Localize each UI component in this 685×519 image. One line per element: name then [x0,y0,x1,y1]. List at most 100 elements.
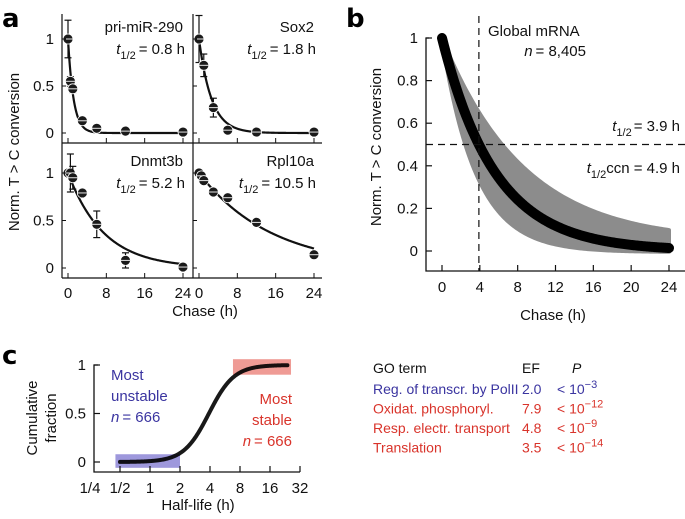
n-value: = 666 [254,433,292,450]
x-tick-label: 2 [176,480,184,497]
t-symbol: t [116,41,121,58]
p-exponent: −12 [585,399,604,411]
small-multiple-sox2: Sox2 t1/2 = 1.8 h [193,14,320,143]
x-tick-label: 0 [64,285,72,302]
y-tick-label: 0.4 [397,158,418,175]
x-tick-label: 16 [267,285,284,302]
data-point [207,97,219,118]
y-tick-label: 1 [46,165,54,182]
go-header-term: GO term [373,360,427,376]
unstable-label-line1: Most [111,367,144,384]
t-symbol: t [239,175,244,192]
x-tick-label: 16 [136,285,153,302]
y-tick-label: 0 [46,125,54,142]
panel-label-a: a [2,4,20,34]
x-tick-label: 32 [292,480,309,497]
go-table-row: Translation 3.5 < 10−14 [373,438,603,456]
enrichment-factor: 2.0 [522,381,542,397]
go-term: Reg. of transcr. by PolII [373,381,519,397]
data-point [62,19,74,59]
p-value: < 10−9 [557,418,597,436]
y-tick-label: 0.5 [33,213,54,230]
unstable-label-line2: unstable [111,388,168,405]
median-decay-curve [437,33,674,254]
panel-c-cdf: 0 0.5 1 1/4 1/2 1 2 4 8 16 32 [65,357,308,497]
go-table-row: Resp. electr. transport 4.8 < 10−9 [373,418,597,436]
data-point [177,126,189,138]
x-tick-label: 24 [661,279,678,296]
n-symbol: n [524,43,532,60]
y-tick-label: 0 [410,243,418,260]
subscript: 1/2 [120,50,135,62]
n-value: = 8,405 [536,43,586,60]
halflife-value: = 5.2 h [139,175,185,192]
data-point [308,249,320,261]
ccn-value: ccn = 4.9 h [606,160,680,177]
halflife-value: = 1.8 h [270,41,316,58]
subscript: 1/2 [616,127,631,139]
panel-c-y-axis-label-line1: Cumulative [24,380,41,455]
small-multiple-pri-mir-290: pri-miR-290 t1/2 = 0.8 h 0 0.5 1 [33,19,189,143]
subscript: 1/2 [251,50,266,62]
x-tick-label: 20 [623,279,640,296]
p-prefix: < 10 [557,401,585,417]
panel-a-x-axis-label: Chase (h) [172,303,238,320]
enrichment-factor: 4.8 [522,420,542,436]
go-term: Translation [373,440,442,456]
y-tick-label: 0.6 [397,115,418,132]
data-point [67,165,79,190]
panel-c-y-axis-label-line2: fraction [43,393,60,442]
p-value: < 10−3 [557,379,597,397]
gene-name: Sox2 [280,19,314,36]
halflife-label: t1/2 = 10.5 h [239,175,316,196]
x-tick-label: 12 [547,279,564,296]
panel-b-title: Global mRNA [488,23,580,40]
unstable-annotation: Most unstable n = 666 [111,367,168,426]
t-symbol: t [116,175,121,192]
panel-label-b: b [346,4,365,34]
p-prefix: < 10 [557,440,585,456]
panel-b-n-count: n = 8,405 [524,43,586,60]
p-value: < 10−12 [557,399,603,417]
x-tick-label: 4 [476,279,484,296]
halflife-value: = 0.8 h [139,41,185,58]
p-prefix: < 10 [557,420,585,436]
x-tick-label: 0 [195,285,203,302]
subscript: 1/2 [591,169,606,181]
x-tick-label: 8 [102,285,110,302]
p-exponent: −14 [585,438,604,450]
data-point [222,192,234,204]
cdf-curve [118,363,290,464]
stable-n: n = 666 [243,433,292,450]
x-tick-label: 1 [146,480,154,497]
gene-name: pri-miR-290 [105,19,183,36]
data-point [251,126,262,138]
data-point [177,261,189,273]
data-point [198,53,210,78]
data-point [207,186,219,198]
subscript: 1/2 [243,184,258,196]
gene-name: Dnmt3b [130,153,183,170]
halflife-label: t1/2 = 0.8 h [116,41,185,62]
n-symbol: n [111,409,119,426]
x-tick-label: 16 [262,480,279,497]
x-tick-label: 1/2 [110,480,131,497]
t-symbol: t [587,160,592,177]
panel-b-y-axis-label: Norm. T > C conversion [368,68,385,226]
go-table-row: Oxidat. phosphoryl. 7.9 < 10−12 [373,399,603,417]
n-symbol: n [243,433,251,450]
x-tick-label: 8 [236,480,244,497]
panel-b-global-decay: 0 0.2 0.4 0.6 0.8 1 0 4 8 12 16 20 24 [397,16,685,296]
x-tick-label: 0 [438,279,446,296]
go-term: Oxidat. phosphoryl. [373,401,494,417]
y-tick-label: 0.5 [33,78,54,95]
gene-name: Rpl10a [266,153,314,170]
unstable-n: n = 666 [111,409,160,426]
go-header-ef: EF [522,360,540,376]
small-multiple-rpl10a: Rpl10a t1/2 = 10.5 h 0 8 16 24 [193,153,322,302]
go-header-p: P [572,360,582,376]
panel-b-x-axis-label: Chase (h) [520,307,586,324]
p-value: < 10−14 [557,438,603,456]
